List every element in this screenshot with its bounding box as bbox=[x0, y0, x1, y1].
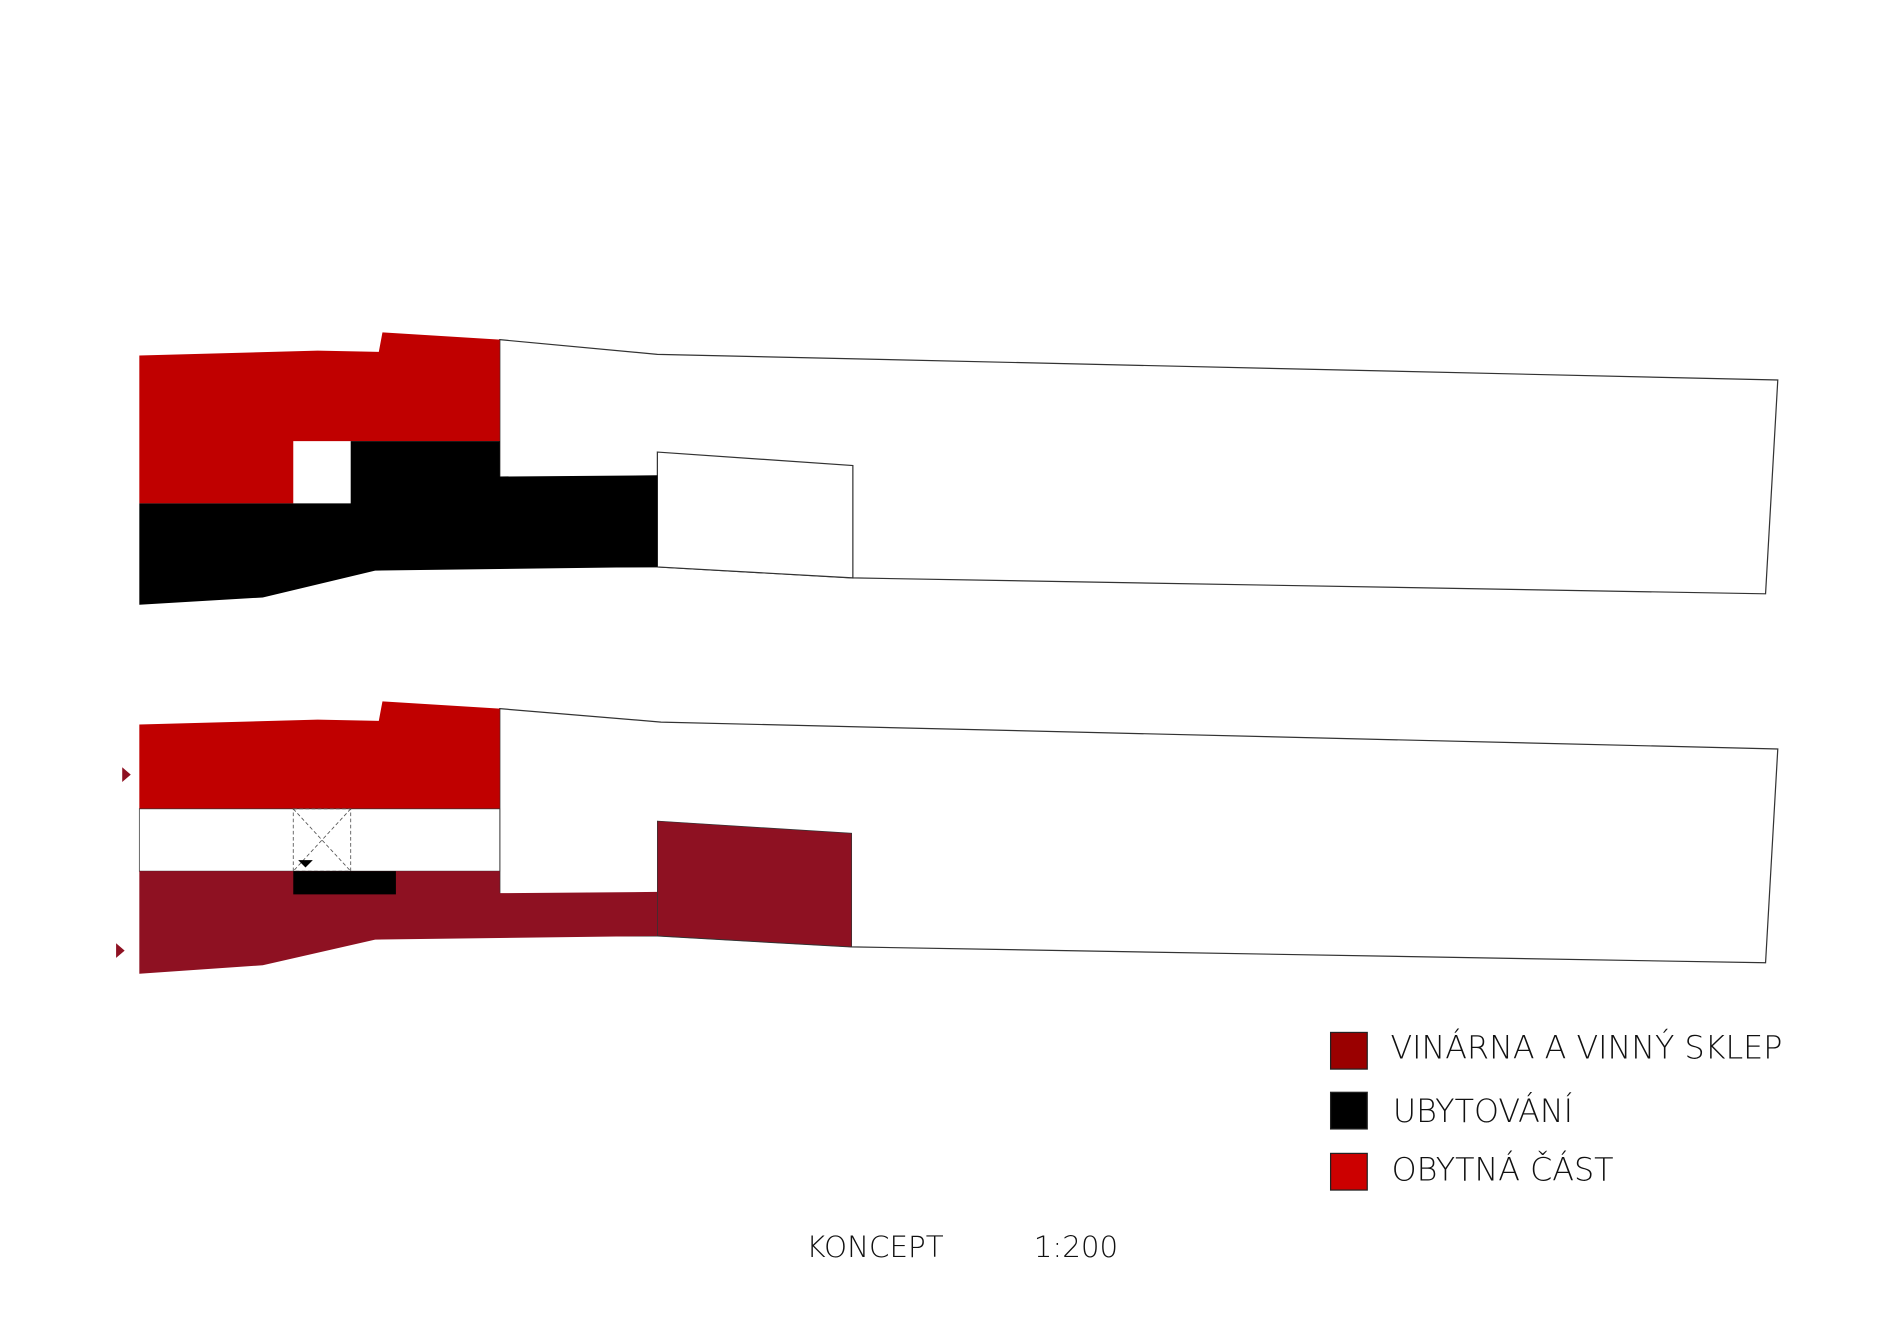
legend-label: OBYTNÁ ČÁST bbox=[1392, 1150, 1614, 1189]
upper-plan bbox=[139, 332, 1779, 605]
living-area bbox=[139, 701, 500, 809]
wine-bar-area bbox=[139, 871, 658, 974]
lower-plan bbox=[116, 701, 1779, 974]
legend-swatch bbox=[1329, 1152, 1368, 1191]
accommodation-area bbox=[293, 871, 396, 895]
drawing-scale: 1:200 bbox=[1034, 1230, 1118, 1264]
legend-label: VINÁRNA A VINNÝ SKLEP bbox=[1390, 1029, 1782, 1067]
legend-swatch bbox=[1329, 1091, 1368, 1130]
legend-label: UBYTOVÁNÍ bbox=[1393, 1092, 1573, 1130]
living-area bbox=[139, 332, 500, 504]
room-outline bbox=[656, 451, 854, 579]
entrance-arrow bbox=[122, 767, 131, 782]
legend-swatch bbox=[1329, 1031, 1368, 1070]
drawing-title: KONCEPT bbox=[806, 1230, 943, 1264]
accommodation-area bbox=[139, 441, 658, 605]
stair-arrow bbox=[298, 860, 313, 868]
corridor bbox=[138, 808, 501, 872]
legend: VINÁRNA A VINNÝ SKLEP UBYTOVÁNÍ OBYTNÁ Č… bbox=[1329, 1029, 1782, 1191]
wine-cellar-area bbox=[657, 820, 853, 948]
entrance-arrow bbox=[116, 943, 125, 958]
